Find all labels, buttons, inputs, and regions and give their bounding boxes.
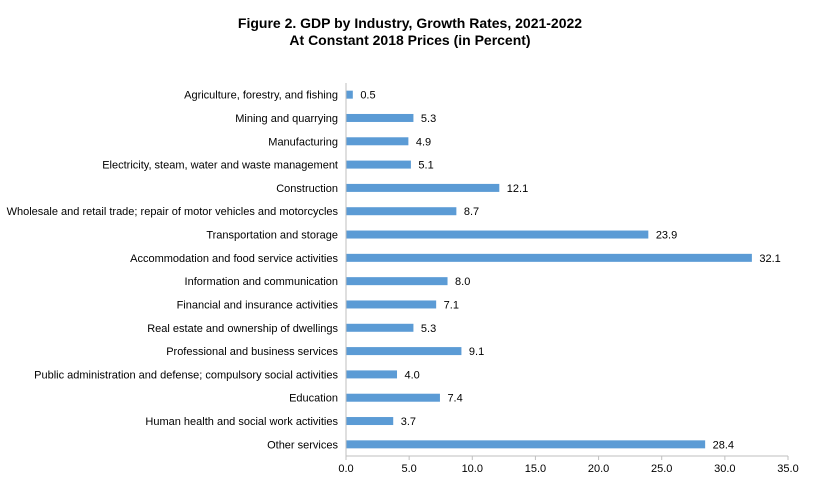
category-label: Manufacturing	[268, 136, 338, 148]
data-label: 7.1	[444, 299, 459, 311]
bar	[346, 160, 411, 169]
x-tick-label: 20.0	[588, 463, 609, 475]
bar	[346, 137, 409, 146]
bar	[346, 393, 440, 402]
category-label: Accommodation and food service activitie…	[130, 253, 338, 265]
bar	[346, 183, 500, 192]
data-label: 8.7	[464, 206, 479, 218]
data-label: 4.0	[405, 369, 420, 381]
chart-subtitle: At Constant 2018 Prices (in Percent)	[289, 32, 531, 48]
x-tick-label: 0.0	[338, 463, 353, 475]
category-label: Agriculture, forestry, and fishing	[184, 90, 338, 102]
data-label: 7.4	[447, 393, 462, 405]
chart-title: Figure 2. GDP by Industry, Growth Rates,…	[237, 15, 583, 31]
x-tick-label: 25.0	[651, 463, 672, 475]
data-label: 32.1	[759, 253, 780, 265]
data-label: 3.7	[401, 416, 416, 428]
x-tick-label: 35.0	[777, 463, 798, 475]
bar	[346, 113, 414, 122]
bar	[346, 417, 394, 426]
category-label: Real estate and ownership of dwellings	[147, 323, 338, 335]
bar	[346, 253, 752, 262]
data-label: 5.3	[421, 113, 436, 125]
category-label: Human health and social work activities	[145, 416, 338, 428]
data-label: 5.1	[418, 160, 433, 172]
data-label: 9.1	[469, 346, 484, 358]
bar	[346, 323, 414, 332]
category-label: Wholesale and retail trade; repair of mo…	[7, 206, 339, 218]
category-label: Electricity, steam, water and waste mana…	[102, 160, 338, 172]
category-label: Transportation and storage	[206, 230, 338, 242]
data-label: 12.1	[507, 183, 528, 195]
bar	[346, 300, 437, 309]
bar	[346, 370, 398, 379]
category-label: Mining and quarrying	[235, 113, 338, 125]
bar	[346, 230, 649, 239]
category-label: Financial and insurance activities	[177, 299, 339, 311]
x-tick-label: 5.0	[401, 463, 416, 475]
bar	[346, 207, 457, 216]
bar	[346, 440, 706, 449]
x-tick-label: 10.0	[462, 463, 483, 475]
data-label: 5.3	[421, 323, 436, 335]
data-label: 0.5	[360, 90, 375, 102]
category-label: Education	[289, 393, 338, 405]
category-label: Professional and business services	[166, 346, 338, 358]
bar	[346, 347, 462, 356]
data-label: 28.4	[713, 439, 734, 451]
x-tick-label: 30.0	[714, 463, 735, 475]
category-label: Other services	[267, 439, 338, 451]
category-label: Information and communication	[185, 276, 338, 288]
data-label: 4.9	[416, 136, 431, 148]
bar	[346, 90, 353, 99]
category-label: Public administration and defense; compu…	[34, 369, 338, 381]
bar	[346, 277, 448, 286]
x-tick-label: 15.0	[525, 463, 546, 475]
category-label: Construction	[276, 183, 338, 195]
data-label: 8.0	[455, 276, 470, 288]
data-label: 23.9	[656, 230, 677, 242]
